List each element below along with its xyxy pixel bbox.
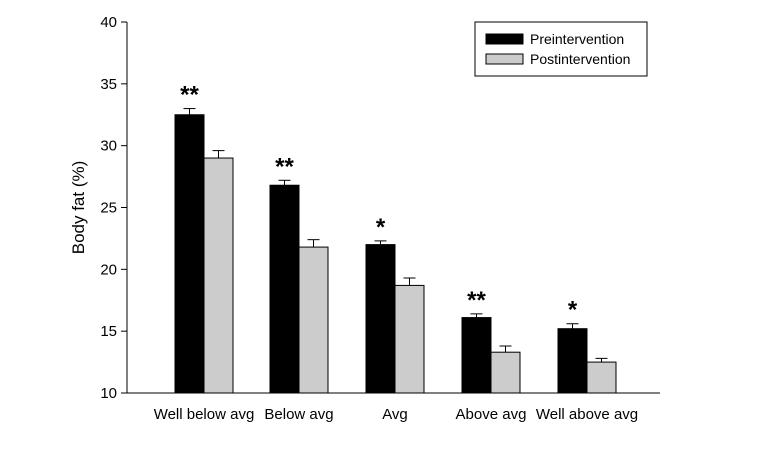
legend-label: Preintervention: [530, 31, 624, 47]
y-tick-label: 15: [100, 323, 117, 340]
y-tick-label: 25: [100, 200, 117, 217]
bar-postintervention: [394, 284, 425, 394]
bar-preintervention: [557, 328, 588, 394]
x-tick-label: Well below avg: [154, 406, 255, 423]
bar-preintervention: [461, 317, 492, 394]
x-tick-label: Below avg: [264, 406, 333, 423]
x-tick-label: Above avg: [456, 406, 527, 423]
x-tick-label: Well above avg: [536, 406, 638, 423]
significance-label: *: [376, 214, 386, 241]
y-tick-label: 10: [100, 385, 117, 402]
x-tick-label: Avg: [382, 406, 408, 423]
y-axis-title: Body fat (%): [69, 161, 88, 255]
bar-postintervention: [203, 157, 234, 394]
y-tick-label: 30: [100, 138, 117, 155]
bars-group: [174, 108, 617, 394]
legend-swatch-preintervention: [485, 33, 524, 45]
significance-label: *: [568, 297, 578, 324]
y-tick-label: 40: [100, 14, 117, 31]
significance-label: **: [275, 153, 294, 180]
annotations-group: ******* *: [180, 82, 578, 324]
bar-preintervention: [365, 244, 396, 394]
bar-postintervention: [298, 246, 329, 394]
y-tick-label: 20: [100, 261, 117, 278]
legend-label: Postintervention: [530, 51, 630, 67]
bar-postintervention: [586, 361, 617, 394]
axes-group: 10 15 20 25 30 35 40 Body fat (%) Well below avg…: [69, 14, 660, 423]
bar-postintervention: [490, 351, 521, 394]
significance-label: **: [467, 287, 486, 314]
bar-preintervention: [269, 184, 300, 394]
legend-swatch-postintervention: [485, 53, 524, 65]
significance-label: **: [180, 82, 199, 109]
legend: Preintervention Postintervention: [474, 21, 648, 77]
y-tick-label: 35: [100, 76, 117, 93]
legend-box: [474, 21, 648, 77]
bar-preintervention: [174, 114, 205, 394]
